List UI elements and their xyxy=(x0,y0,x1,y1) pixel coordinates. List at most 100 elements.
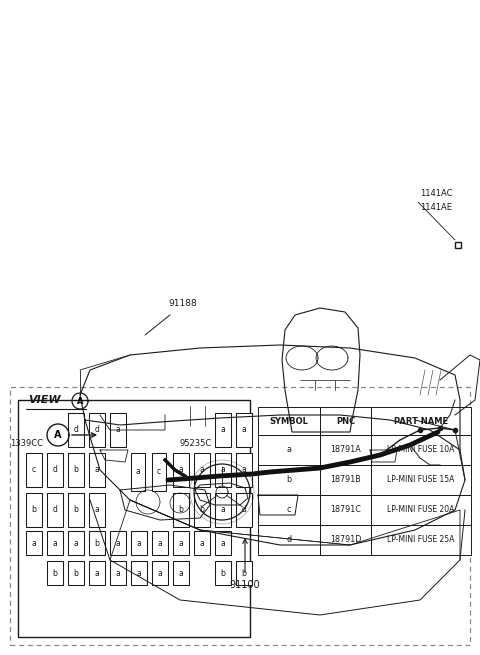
FancyBboxPatch shape xyxy=(371,495,471,525)
FancyBboxPatch shape xyxy=(47,531,63,555)
Text: b: b xyxy=(95,538,99,548)
Text: A: A xyxy=(54,430,62,440)
FancyBboxPatch shape xyxy=(68,453,84,487)
FancyBboxPatch shape xyxy=(47,453,63,487)
FancyBboxPatch shape xyxy=(118,476,131,486)
Text: LP-MINI FUSE 15A: LP-MINI FUSE 15A xyxy=(387,476,455,485)
Text: a: a xyxy=(241,466,246,474)
FancyBboxPatch shape xyxy=(104,436,116,446)
Text: d: d xyxy=(53,466,58,474)
FancyBboxPatch shape xyxy=(104,422,116,432)
Text: 1141AC: 1141AC xyxy=(420,189,453,198)
FancyBboxPatch shape xyxy=(147,449,159,459)
FancyBboxPatch shape xyxy=(100,415,165,490)
Text: a: a xyxy=(179,569,183,578)
FancyBboxPatch shape xyxy=(26,531,42,555)
Text: 18791D: 18791D xyxy=(330,536,361,544)
Text: a: a xyxy=(200,466,204,474)
Text: b: b xyxy=(221,569,226,578)
Text: a: a xyxy=(137,538,142,548)
FancyBboxPatch shape xyxy=(215,453,231,487)
FancyBboxPatch shape xyxy=(68,531,84,555)
FancyBboxPatch shape xyxy=(258,465,320,495)
Text: VIEW: VIEW xyxy=(28,395,60,405)
Text: c: c xyxy=(32,466,36,474)
Text: d: d xyxy=(287,536,291,544)
Text: b: b xyxy=(287,476,291,485)
FancyBboxPatch shape xyxy=(236,561,252,585)
FancyBboxPatch shape xyxy=(371,435,471,465)
FancyBboxPatch shape xyxy=(26,493,42,527)
FancyBboxPatch shape xyxy=(185,402,225,430)
FancyBboxPatch shape xyxy=(89,561,105,585)
FancyBboxPatch shape xyxy=(26,453,42,487)
Text: PNC: PNC xyxy=(336,417,355,426)
Text: 18791C: 18791C xyxy=(330,506,361,514)
Text: a: a xyxy=(95,569,99,578)
Text: A: A xyxy=(77,396,83,405)
FancyBboxPatch shape xyxy=(147,462,159,473)
Text: a: a xyxy=(53,538,58,548)
Text: a: a xyxy=(95,506,99,514)
Text: a: a xyxy=(95,466,99,474)
Text: 95235C: 95235C xyxy=(180,439,212,448)
Text: 18791B: 18791B xyxy=(330,476,361,485)
FancyBboxPatch shape xyxy=(131,561,147,585)
Text: a: a xyxy=(221,466,226,474)
FancyBboxPatch shape xyxy=(147,436,159,446)
FancyBboxPatch shape xyxy=(18,400,250,637)
FancyBboxPatch shape xyxy=(258,495,320,525)
FancyBboxPatch shape xyxy=(194,531,210,555)
Text: a: a xyxy=(179,466,183,474)
FancyBboxPatch shape xyxy=(131,453,145,491)
FancyBboxPatch shape xyxy=(68,493,84,527)
FancyBboxPatch shape xyxy=(104,449,116,459)
FancyBboxPatch shape xyxy=(258,525,320,555)
FancyBboxPatch shape xyxy=(152,561,168,585)
Text: b: b xyxy=(179,506,183,514)
Text: a: a xyxy=(200,538,204,548)
FancyBboxPatch shape xyxy=(132,436,144,446)
FancyBboxPatch shape xyxy=(104,476,116,486)
FancyBboxPatch shape xyxy=(371,525,471,555)
Text: d: d xyxy=(241,506,246,514)
Text: a: a xyxy=(73,538,78,548)
FancyBboxPatch shape xyxy=(152,453,166,491)
Text: a: a xyxy=(136,468,140,476)
Text: 91100: 91100 xyxy=(230,580,260,590)
FancyBboxPatch shape xyxy=(118,422,131,432)
FancyBboxPatch shape xyxy=(236,413,252,447)
Text: a: a xyxy=(116,538,120,548)
FancyBboxPatch shape xyxy=(258,407,320,435)
Text: a: a xyxy=(116,569,120,578)
Text: LP-MINI FUSE 10A: LP-MINI FUSE 10A xyxy=(387,445,455,455)
FancyBboxPatch shape xyxy=(320,525,371,555)
FancyBboxPatch shape xyxy=(89,531,105,555)
FancyBboxPatch shape xyxy=(47,561,63,585)
Text: d: d xyxy=(73,426,78,434)
FancyBboxPatch shape xyxy=(320,435,371,465)
FancyBboxPatch shape xyxy=(258,435,320,465)
FancyBboxPatch shape xyxy=(118,462,131,473)
Text: 91188: 91188 xyxy=(168,299,197,308)
FancyBboxPatch shape xyxy=(194,453,210,487)
FancyBboxPatch shape xyxy=(320,495,371,525)
FancyBboxPatch shape xyxy=(236,453,252,487)
Text: a: a xyxy=(221,506,226,514)
Text: b: b xyxy=(241,569,246,578)
Text: LP-MINI FUSE 20A: LP-MINI FUSE 20A xyxy=(387,506,455,514)
Text: b: b xyxy=(32,506,36,514)
Text: c: c xyxy=(287,506,291,514)
Text: a: a xyxy=(157,538,162,548)
Text: b: b xyxy=(73,466,78,474)
Text: a: a xyxy=(287,445,291,455)
FancyBboxPatch shape xyxy=(132,462,144,473)
FancyBboxPatch shape xyxy=(215,531,231,555)
FancyBboxPatch shape xyxy=(236,493,252,527)
Text: 18791A: 18791A xyxy=(330,445,361,455)
Text: 1141AE: 1141AE xyxy=(420,203,452,212)
Text: d: d xyxy=(53,506,58,514)
Text: PART NAME: PART NAME xyxy=(394,417,448,426)
FancyBboxPatch shape xyxy=(110,561,126,585)
Text: a: a xyxy=(116,426,120,434)
